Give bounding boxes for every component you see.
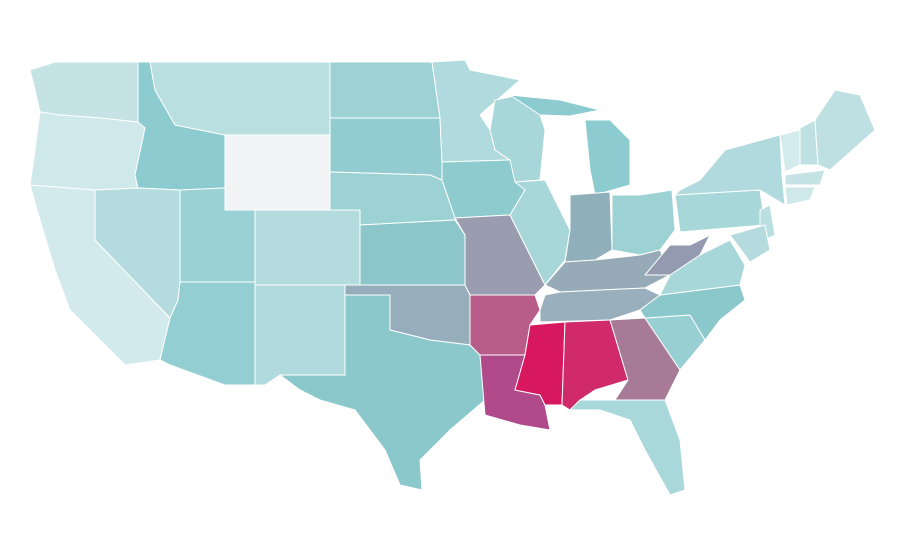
state [564, 191, 613, 263]
state [254, 209, 361, 286]
state [674, 134, 786, 206]
state [784, 169, 826, 186]
state [509, 179, 571, 286]
state [279, 294, 486, 491]
state [729, 224, 771, 263]
state [149, 61, 331, 136]
state [224, 134, 331, 211]
state [814, 89, 876, 171]
state [509, 94, 601, 117]
state [674, 189, 766, 233]
state [359, 219, 466, 286]
state [329, 117, 443, 181]
state [329, 61, 441, 119]
state [254, 284, 346, 386]
state [584, 119, 631, 196]
state [611, 189, 676, 256]
state [784, 186, 816, 206]
state [569, 399, 686, 496]
state [644, 234, 711, 276]
state [29, 111, 146, 191]
